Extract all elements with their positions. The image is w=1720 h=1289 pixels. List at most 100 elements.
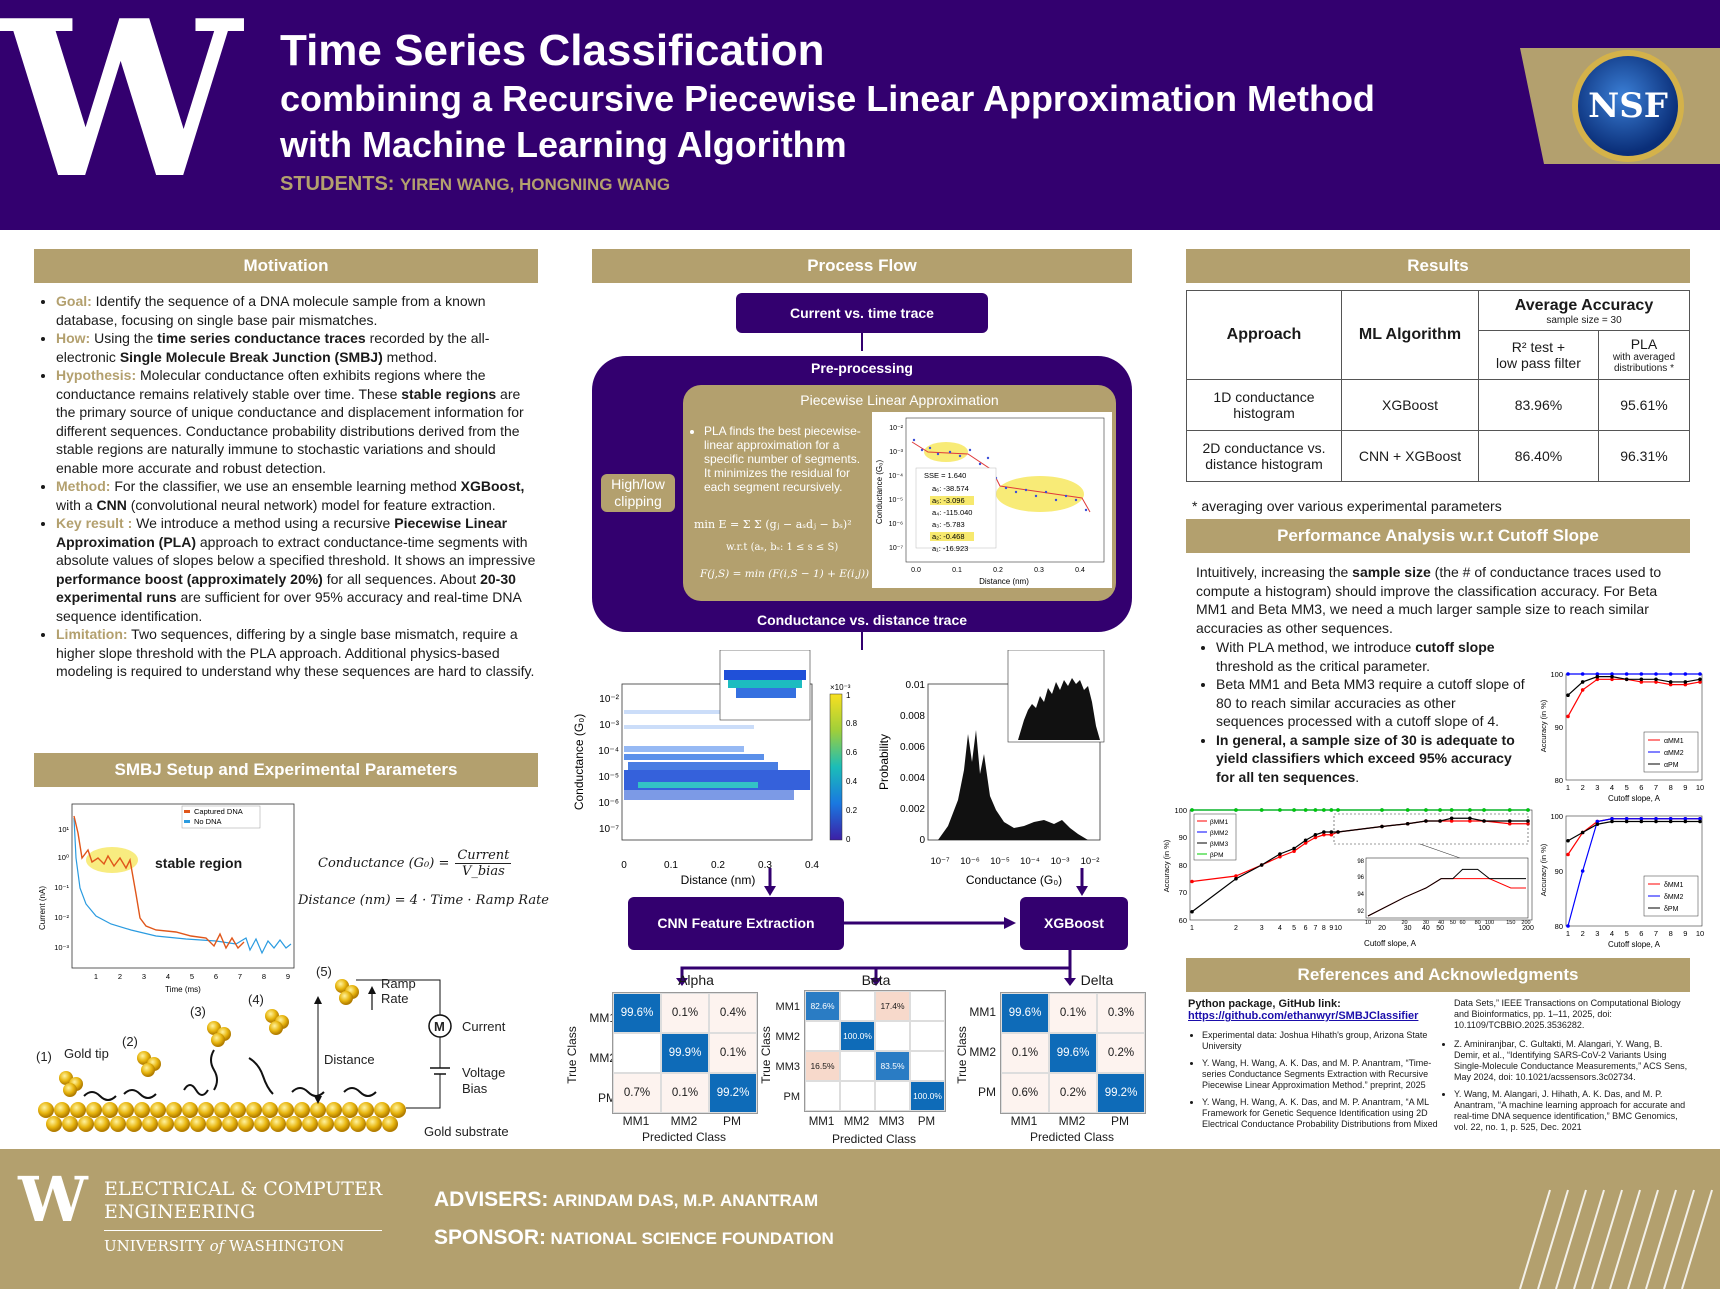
cm-col-label: MM2 [1058, 1114, 1086, 1128]
cm-cell: 0.1% [1049, 993, 1097, 1033]
inset-ytick: 98 [1357, 859, 1364, 865]
gold-tips [59, 979, 359, 1097]
beta-xtick: 5 [1292, 925, 1296, 932]
conductance-equation: Conductance (G₀) = Current V_bias [318, 848, 512, 879]
heat-ytick: 10⁻² [599, 694, 619, 705]
perf-bullet-1: With PLA method, we introduce cutoff slo… [1216, 638, 1526, 675]
alpha-data-point [1595, 677, 1600, 682]
alpha-data-point [1698, 680, 1702, 684]
beta-data-point [1526, 808, 1530, 812]
cbar-tick: 0.8 [846, 719, 858, 728]
mini-xlabel: Distance (nm) [979, 577, 1029, 586]
cm-cell: 99.2% [1097, 1073, 1145, 1113]
beta-data-point [1322, 830, 1326, 834]
beta-xtick: 3 [1260, 925, 1264, 932]
inset-series-line [1367, 868, 1526, 917]
cm-cell: 0.1% [709, 1033, 757, 1073]
mini-xtick: 0.1 [952, 567, 962, 574]
cbar-tick: 0 [846, 835, 851, 844]
heat-xlabel: Distance (nm) [681, 873, 756, 887]
cm-cell [840, 1081, 875, 1111]
beta-xtick: 20 [1378, 925, 1386, 932]
delta-data-point [1580, 869, 1585, 873]
motivation-goal: Goal: Identify the sequence of a DNA mol… [56, 292, 536, 329]
inset-xtick: 80 [1475, 920, 1481, 926]
advisers: ADVISERS: ARINDAM DAS, M.P. ANANTRAM [434, 1188, 819, 1211]
delta-series-line [1567, 818, 1700, 927]
inset-xtick: 30 [1423, 920, 1429, 926]
beta-data-point [1405, 821, 1410, 826]
cm-cell [910, 1021, 945, 1051]
beta-data-point [1380, 824, 1384, 829]
beta-data-point [1190, 808, 1194, 812]
beta-xtick: 30 [1404, 925, 1412, 932]
cm-cell [613, 1033, 661, 1073]
delta-data-point [1595, 822, 1600, 827]
beta-data-point [1336, 808, 1340, 812]
beta-data-point [1482, 819, 1486, 823]
github-link[interactable]: https://github.com/ethanwyr/SMBJClassifi… [1188, 1010, 1419, 1022]
beta-data-point [1424, 808, 1428, 812]
cm-row-label: MM1 [775, 1001, 800, 1013]
delta-data-point [1610, 819, 1614, 824]
svg-text:6: 6 [1639, 783, 1643, 792]
heatmap-2d: ×10⁻³ 1 0.8 0.6 0.4 0.2 0 Conductance (G… [572, 650, 858, 887]
beta-data-point [1190, 879, 1194, 884]
heat-ytick: 10⁻⁶ [598, 798, 619, 809]
dna-strands [83, 1049, 377, 1101]
svg-text:9: 9 [1683, 929, 1687, 938]
svg-text:1: 1 [1566, 783, 1570, 792]
delta-data-point [1595, 819, 1600, 824]
current-xtick: 7 [238, 972, 242, 981]
beta-data-point [1259, 863, 1264, 867]
clipping-box: High/low clipping [601, 474, 675, 512]
th-r2: R² test + low pass filter [1478, 330, 1599, 380]
alpha-xticks: 1 2 3 4 5 6 7 8 9 10 [1566, 783, 1704, 792]
ref-item: Y. Wang, H. Wang, A. K. Das, and M. P. A… [1202, 1058, 1438, 1091]
beta-data-point [1190, 909, 1194, 914]
alpha-data-point [1566, 693, 1570, 697]
beta-data-point [1380, 808, 1384, 812]
results-heading: Results [1186, 249, 1690, 283]
svg-text:7: 7 [1654, 783, 1658, 792]
alpha-data-point [1580, 688, 1585, 692]
alpha-accuracy-chart: Accuracy (in %) Cutoff slope, A 100 90 8… [1539, 670, 1704, 803]
delta-data-point [1580, 830, 1585, 835]
hist-xlabel: Conductance (G₀) [966, 873, 1062, 887]
cm-cell: 99.6% [613, 993, 661, 1033]
footer-uw-logo: W [18, 1163, 88, 1236]
cbar-exponent: ×10⁻³ [830, 683, 851, 692]
heat-ylabel: Conductance (G₀) [572, 714, 586, 810]
beta-data-point [1438, 808, 1442, 812]
beta-data-point [1313, 808, 1318, 812]
alpha-data-point [1698, 677, 1702, 682]
beta-data-point [1336, 830, 1340, 834]
smbj-heading: SMBJ Setup and Experimental Parameters [34, 753, 538, 787]
delta-accuracy-chart: Accuracy (in %) Cutoff slope, A 100 90 8… [1539, 812, 1704, 949]
cm-ylabel: True Class [565, 1026, 579, 1084]
label-2: (2) [122, 1034, 138, 1049]
cm-row-label: MM2 [969, 1045, 996, 1059]
inset-xtick: 10 [1365, 920, 1371, 926]
heat-ytick: 10⁻⁷ [599, 824, 619, 835]
cm-cell: 99.6% [1049, 1033, 1097, 1073]
delta-data-point [1654, 819, 1658, 824]
alpha-ytick: 100 [1550, 670, 1563, 679]
hist-xtick: 10⁻⁶ [960, 856, 980, 867]
beta-data-point [1322, 808, 1326, 812]
alpha-data-point [1668, 682, 1673, 687]
cm-cell: 100.0% [910, 1081, 945, 1111]
label-gold-substrate: Gold substrate [424, 1124, 509, 1139]
heat-xtick: 0 [621, 860, 627, 871]
svg-text:8: 8 [1669, 929, 1673, 938]
mini-coef: a₅: -3.096 [932, 496, 965, 505]
delta-legend: δMM1 [1664, 882, 1684, 889]
beta-legend: βMM3 [1210, 841, 1229, 848]
mini-coef: a₆: -38.574 [932, 484, 969, 493]
alpha-data-point [1566, 672, 1570, 676]
beta-data-point [1259, 808, 1264, 812]
beta-ytick: 100 [1174, 806, 1187, 815]
motivation-body: Goal: Identify the sequence of a DNA mol… [36, 292, 536, 681]
beta-data-point [1507, 821, 1512, 826]
perf-bullets: With PLA method, we introduce cutoff slo… [1196, 638, 1526, 786]
